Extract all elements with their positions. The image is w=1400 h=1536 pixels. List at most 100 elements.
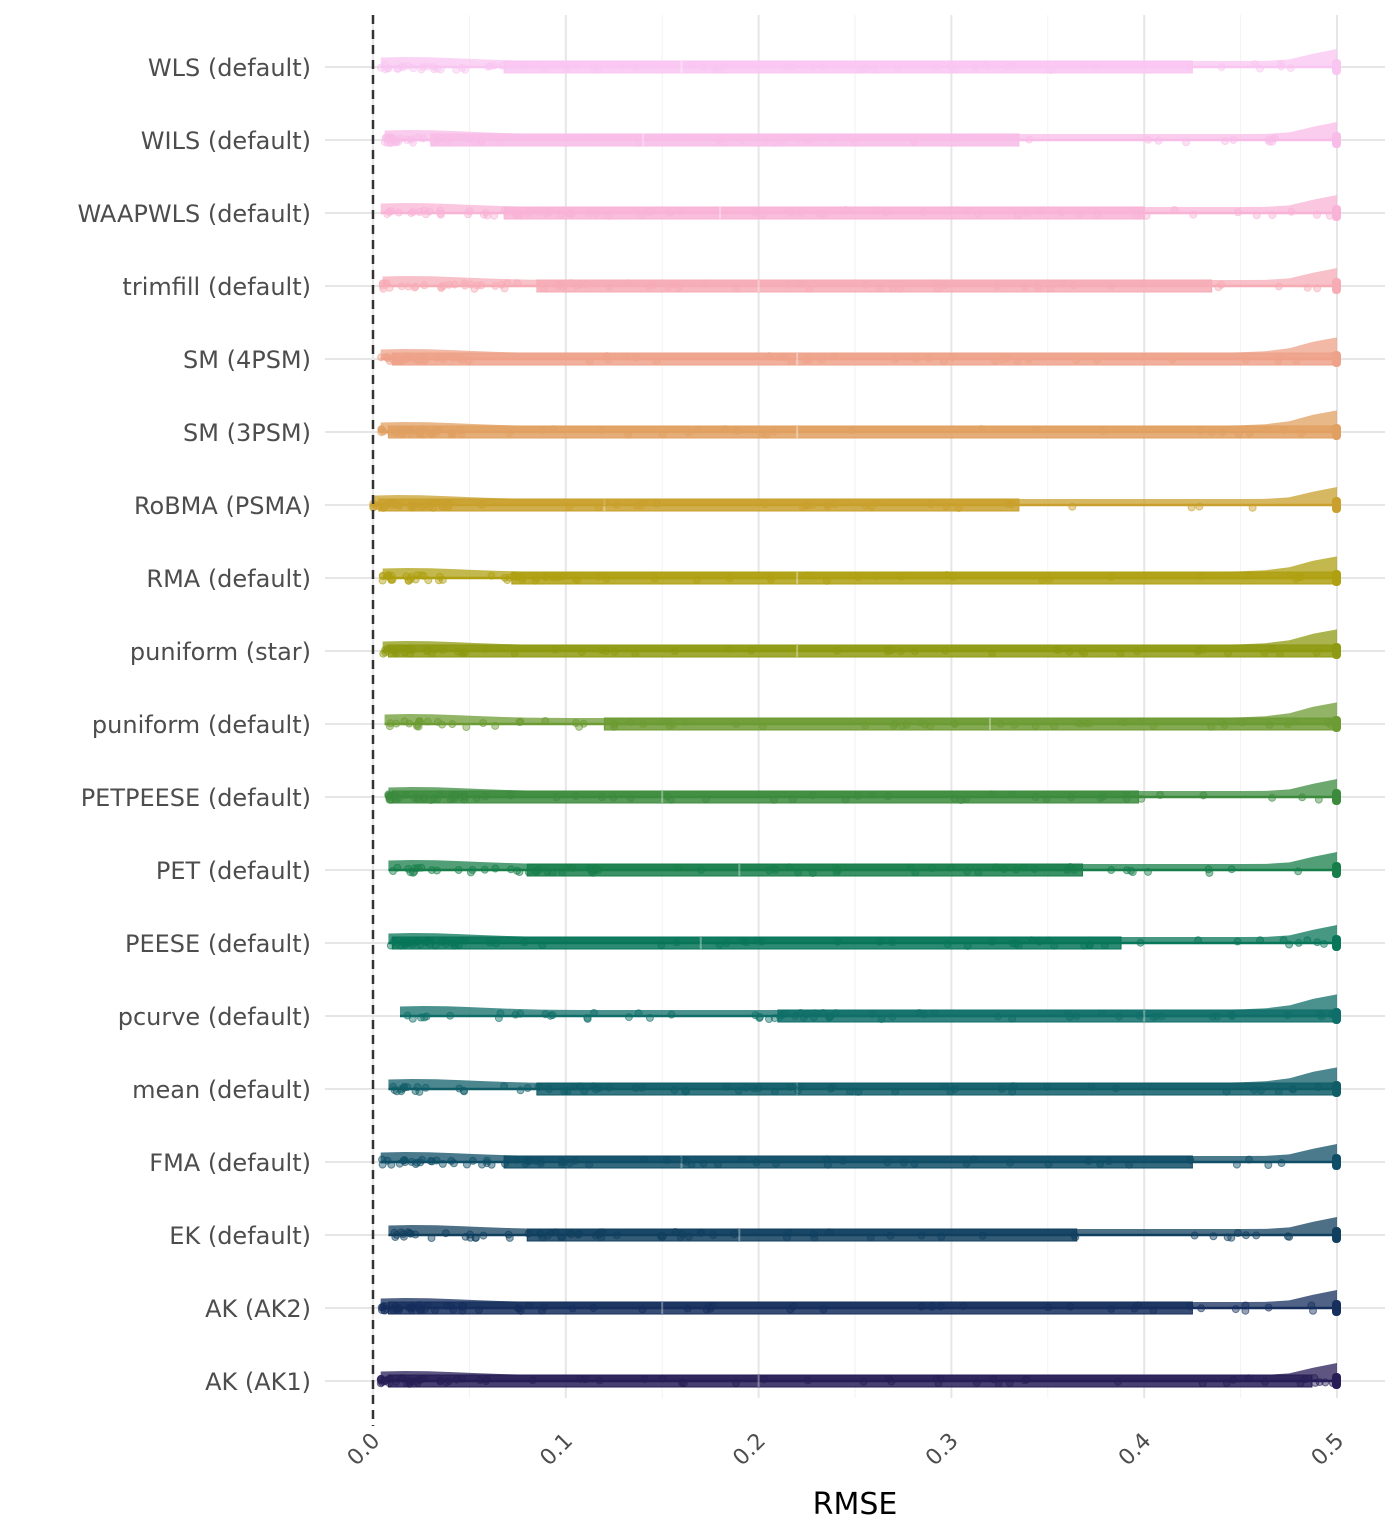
data-point [817,355,826,364]
data-point [432,353,441,362]
data-point [861,280,870,289]
data-point [445,137,454,145]
data-point [886,1231,895,1240]
data-point [1006,1158,1014,1167]
data-point [556,60,565,69]
data-point [950,794,959,803]
data-point [634,138,643,147]
data-point [557,210,566,219]
data-point [861,501,870,510]
data-point [936,1302,945,1311]
data-point [853,791,862,800]
data-point [650,574,659,583]
data-point [585,133,594,142]
data-point [931,63,940,72]
data-point [420,281,429,290]
data-point [666,208,675,217]
data-point [1149,1306,1158,1315]
series-row [378,556,1341,586]
data-point [1037,206,1046,215]
data-point [631,1084,640,1092]
data-point [928,1302,937,1311]
data-point [1013,357,1022,366]
data-point [805,284,814,293]
data-point [373,502,381,510]
data-point [563,64,572,73]
data-point [810,1233,819,1242]
data-point [498,61,507,70]
data-point [464,356,473,365]
data-point [1122,790,1131,799]
data-point [847,426,856,435]
data-point [644,282,653,291]
data-point [1291,717,1299,726]
data-point [1310,1374,1319,1382]
data-point [1288,1084,1297,1093]
data-point [915,1009,924,1017]
data-point [1207,428,1216,437]
data-point [1217,717,1226,726]
data-point [697,866,706,874]
data-point [1068,502,1077,511]
data-point [474,136,483,145]
data-point [1207,722,1216,731]
data-point [1093,210,1102,219]
data-point [450,280,459,289]
data-point [602,352,611,360]
data-point [693,575,701,584]
data-point [1199,645,1208,654]
data-point [1197,1304,1206,1313]
data-point [1116,648,1125,657]
data-point [1313,938,1322,947]
max-cluster [1332,570,1341,586]
series-row [377,1290,1341,1316]
data-point [624,279,633,288]
data-point [1069,281,1078,290]
data-point [1208,1012,1217,1021]
data-point [696,1228,705,1237]
y-axis-label: SM (3PSM) [183,419,311,447]
data-point [474,133,483,142]
series-row [379,629,1341,659]
data-point [442,1301,451,1310]
data-point [637,501,646,510]
y-axis-label: trimfill (default) [122,273,311,301]
data-point [1052,645,1061,654]
data-point [993,282,1002,291]
data-point [624,1013,633,1022]
data-point [377,428,386,437]
data-point [1277,62,1286,71]
data-point [1312,210,1321,219]
data-point [830,352,839,361]
data-point [554,282,563,291]
data-point [838,1156,847,1165]
data-point [778,136,787,145]
data-point [668,720,677,729]
data-point [513,279,522,288]
max-cluster [1332,1008,1341,1024]
series-row [376,1363,1341,1389]
data-point [1234,430,1243,439]
data-point [841,206,850,214]
data-point [444,502,453,511]
data-point [406,1229,415,1238]
data-point [911,868,920,877]
data-point [1279,936,1288,945]
box [391,352,1338,366]
data-point [770,1014,779,1023]
data-point [429,138,438,147]
data-point [1209,1232,1218,1241]
data-point [539,284,548,293]
data-point [1070,866,1079,875]
data-point [752,1158,761,1167]
data-point [1274,282,1283,291]
data-point [523,1084,532,1092]
data-point [425,940,434,948]
data-point [1005,1378,1014,1387]
data-point [438,720,447,729]
data-point [924,354,933,362]
data-point [582,280,591,289]
data-point [796,280,805,288]
data-point [681,717,690,726]
data-point [939,357,948,366]
